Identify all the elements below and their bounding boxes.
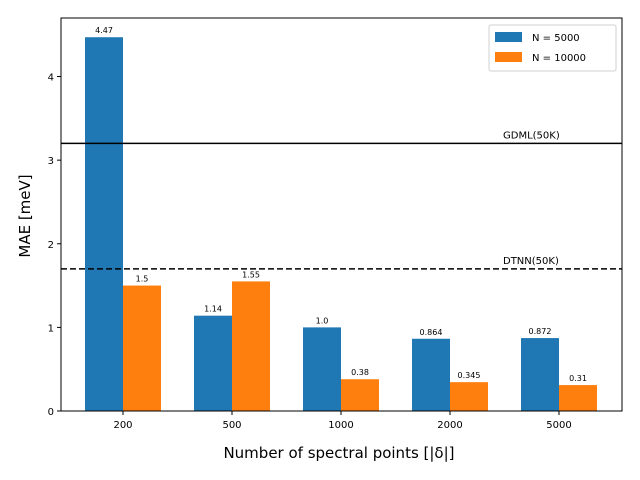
bar xyxy=(412,338,450,411)
x-tick-label: 5000 xyxy=(546,420,571,431)
legend-entry: N = 5000 xyxy=(532,33,580,44)
x-tick-label: 500 xyxy=(222,420,241,431)
bar xyxy=(303,327,341,411)
x-tick-label: 2000 xyxy=(437,420,462,431)
y-tick-label: 1 xyxy=(48,323,54,334)
y-tick-label: 3 xyxy=(48,156,54,167)
bar xyxy=(194,315,232,411)
x-tick-label: 1000 xyxy=(328,420,353,431)
legend-swatch xyxy=(495,32,522,42)
reference-line-label: GDML(50K) xyxy=(503,130,560,141)
y-tick-label: 4 xyxy=(48,73,54,84)
bar xyxy=(232,281,270,411)
x-tick-label: 200 xyxy=(113,420,132,431)
bar-value-label: 1.14 xyxy=(204,305,222,314)
bar-value-label: 0.872 xyxy=(529,327,552,336)
bar-value-label: 1.0 xyxy=(316,316,329,325)
y-axis-label: MAE [meV] xyxy=(16,174,34,257)
bar-value-label: 1.55 xyxy=(242,270,260,279)
legend-entry: N = 10000 xyxy=(532,53,586,64)
bar-value-label: 4.47 xyxy=(95,26,113,35)
y-tick-label: 0 xyxy=(48,407,54,418)
bar-value-label: 0.345 xyxy=(458,371,481,380)
legend-box xyxy=(488,24,617,72)
bar xyxy=(85,37,123,412)
bar-value-label: 0.31 xyxy=(569,374,587,383)
legend-swatch xyxy=(495,52,522,62)
bar-value-label: 0.38 xyxy=(351,368,369,377)
x-axis-label: Number of spectral points [|δ|] xyxy=(223,444,454,462)
bar xyxy=(521,338,559,411)
bar-value-label: 1.5 xyxy=(136,275,149,284)
bar xyxy=(123,285,161,411)
bar xyxy=(450,382,488,411)
bar-value-label: 0.864 xyxy=(420,328,443,337)
y-tick-label: 2 xyxy=(48,240,54,251)
reference-line-label: DTNN(50K) xyxy=(503,256,559,267)
bar xyxy=(559,385,597,411)
bar xyxy=(341,379,379,411)
